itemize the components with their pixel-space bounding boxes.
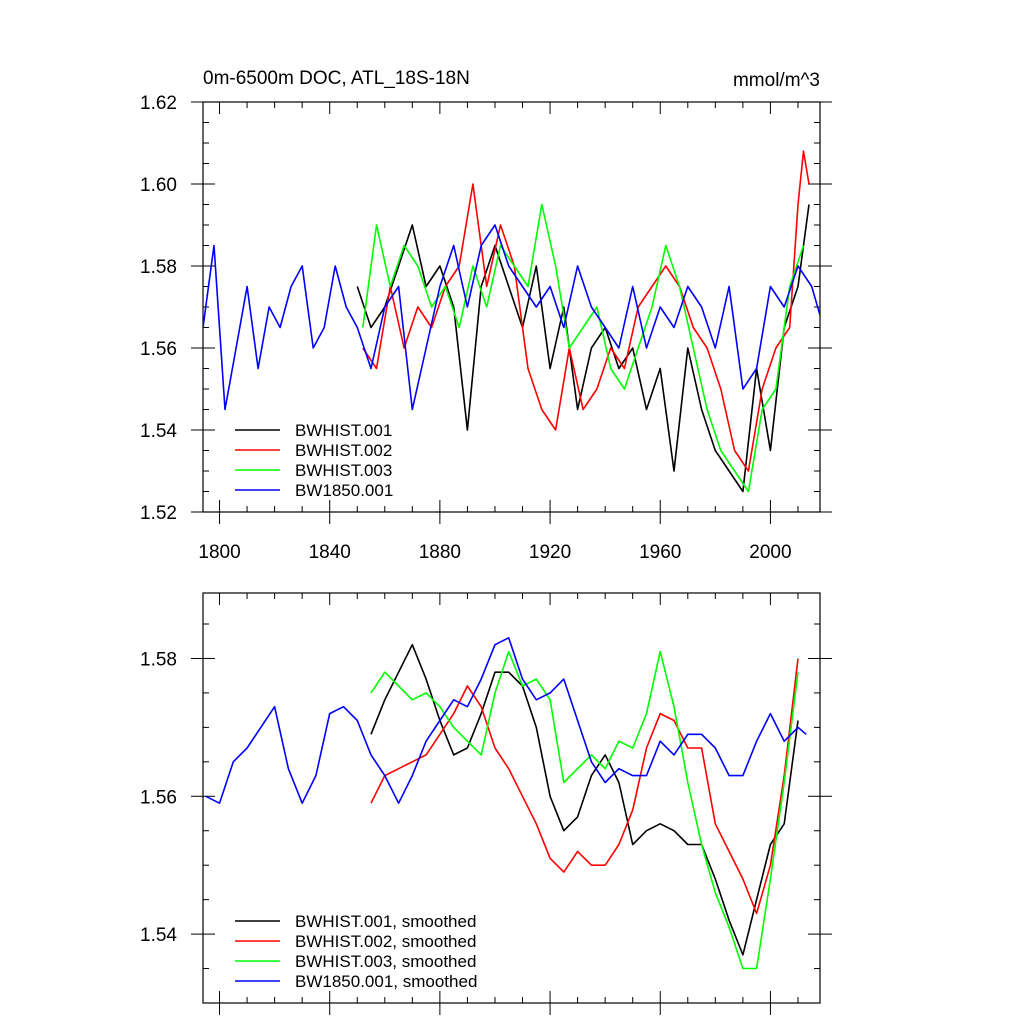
x-tick-label: 1840 bbox=[309, 542, 351, 563]
chart-title: 0m-6500m DOC, ATL_18S-18N bbox=[203, 68, 470, 89]
legend-label: BW1850.001, smoothed bbox=[295, 972, 477, 991]
y-tick-label: 1.58 bbox=[140, 649, 177, 670]
series-group bbox=[203, 150, 820, 493]
units-label: mmol/m^3 bbox=[733, 70, 820, 91]
y-tick-label: 1.62 bbox=[140, 93, 177, 114]
y-tick-label: 1.60 bbox=[140, 175, 177, 196]
legend-label: BWHIST.003, smoothed bbox=[295, 952, 476, 971]
x-tick-label: 1800 bbox=[198, 542, 240, 563]
y-tick-label: 1.52 bbox=[140, 503, 177, 524]
legend-label: BWHIST.003 bbox=[295, 461, 392, 480]
legend-label: BWHIST.002 bbox=[295, 441, 392, 460]
series-line-bw1850-001-smoothed bbox=[205, 636, 807, 805]
x-tick-label: 1960 bbox=[639, 542, 681, 563]
legend-label: BWHIST.001 bbox=[295, 421, 392, 440]
y-tick-label: 1.56 bbox=[140, 787, 177, 808]
x-tick-label: 2000 bbox=[749, 542, 791, 563]
series-line-bwhist-001 bbox=[356, 204, 810, 493]
y-tick-label: 1.58 bbox=[140, 257, 177, 278]
plot-frame bbox=[202, 592, 821, 1004]
series-line-bw1850-001 bbox=[203, 224, 820, 411]
legend-label: BWHIST.002, smoothed bbox=[295, 932, 476, 951]
series-line-bwhist-002 bbox=[362, 150, 810, 472]
x-tick-label: 1880 bbox=[419, 542, 461, 563]
series-group bbox=[205, 636, 807, 970]
series-line-bwhist-002-smoothed bbox=[370, 658, 799, 915]
series-line-bwhist-003-smoothed bbox=[370, 650, 799, 970]
y-tick-label: 1.54 bbox=[140, 925, 177, 946]
series-line-bwhist-001-smoothed bbox=[370, 643, 799, 956]
y-tick-label: 1.54 bbox=[140, 421, 177, 442]
legend-label: BW1850.001 bbox=[295, 481, 393, 500]
y-tick-label: 1.56 bbox=[140, 339, 177, 360]
x-tick-label: 1920 bbox=[529, 542, 571, 563]
legend-label: BWHIST.001, smoothed bbox=[295, 912, 476, 931]
top-panel: 1800 1840 1880 1920 1960 2000 1.52 1.54 1.56 1.58… bbox=[140, 93, 832, 563]
